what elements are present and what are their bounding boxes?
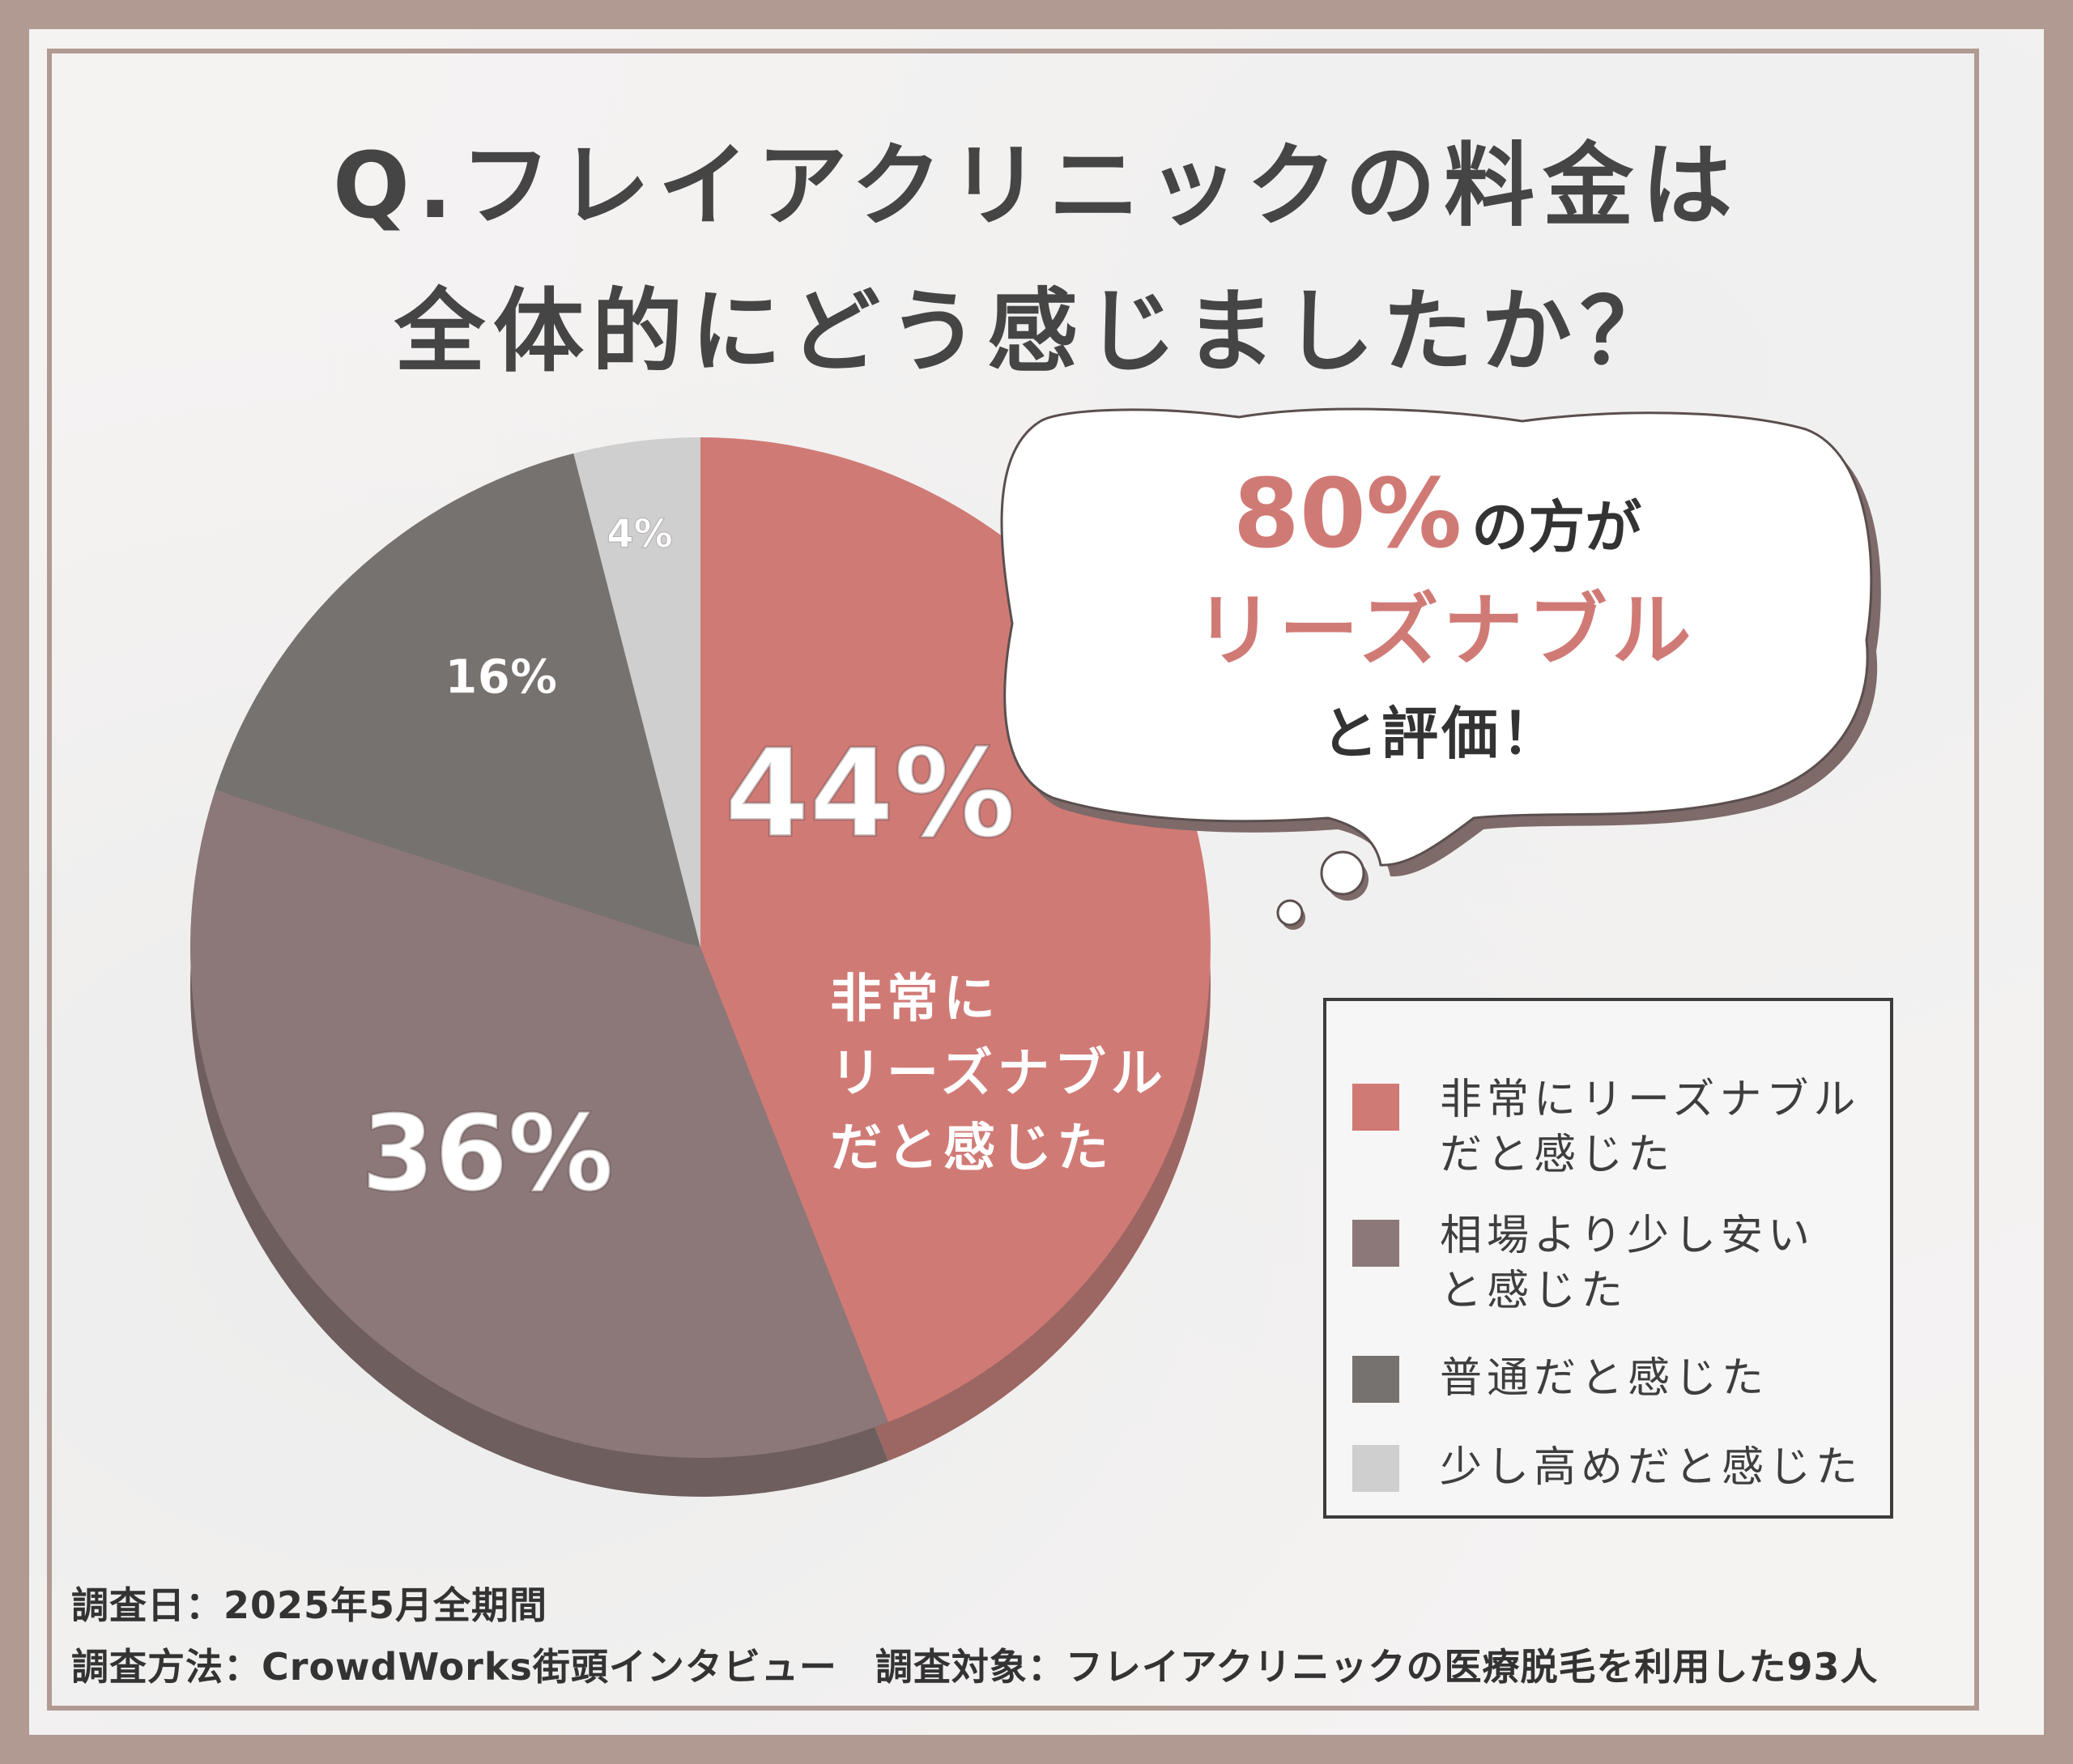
inner-frame [47,49,1979,1711]
legend-label: 相場より少し安い と感じた [1440,1212,1815,1315]
pie-value-label: 36% [361,1092,613,1215]
legend-label: 少し高めだと感じた [1440,1443,1863,1492]
page-title: Q.フレイアクリニックの料金は 全体的にどう感じましたか？ [0,113,2073,405]
pie-slices [189,437,1211,1459]
bubble-percent: 80% [1233,458,1462,569]
pie-value-label: 4% [607,512,673,557]
bubble-line-3: と評価！ [1322,701,1561,767]
footer-survey-method: 調査方法：CrowdWorks街頭インタビュー 調査対象：フレイアクリニックの医… [71,1645,1879,1689]
pie-slice [573,437,700,948]
pie-value-label: 44% [725,724,1015,865]
pie-value-label: 16% [445,649,557,704]
legend-label: 非常にリーズナブル だと感じた [1440,1076,1861,1179]
title-line-1: Q.フレイアクリニックの料金は [332,134,1741,239]
legend-swatch [1352,1445,1399,1492]
chart-legend: 非常にリーズナブル だと感じた 相場より少し安い と感じた 普通だと感じた 少し… [1323,998,1893,1519]
bubble-body [1000,407,1873,867]
legend-label: 普通だと感じた [1440,1354,1769,1403]
legend-swatch [1352,1084,1399,1131]
pie-inline-label-line: 非常に [830,969,1000,1029]
pie-inline-label-line: だと感じた [830,1118,1113,1178]
pie-slice [215,453,701,948]
bubble-line-1: 80% の方が [1233,458,1641,569]
pie-inline-label-line: リーズナブル [830,1044,1168,1104]
footer-survey-date: 調査日：2025年5月全期間 [71,1583,548,1627]
title-line-2: 全体的にどう感じましたか？ [394,279,1679,385]
bubble-dot-large [1320,850,1365,896]
legend-swatch [1352,1220,1399,1267]
thought-bubble: 80% の方が リーズナブル と評価！ [1000,407,1881,930]
pie-slice [189,790,888,1459]
bubble-dot-small [1276,899,1304,927]
bubble-line-2: リーズナブル [1194,585,1696,677]
legend-swatch [1352,1356,1399,1403]
bubble-line-1-suffix: の方が [1471,494,1641,560]
